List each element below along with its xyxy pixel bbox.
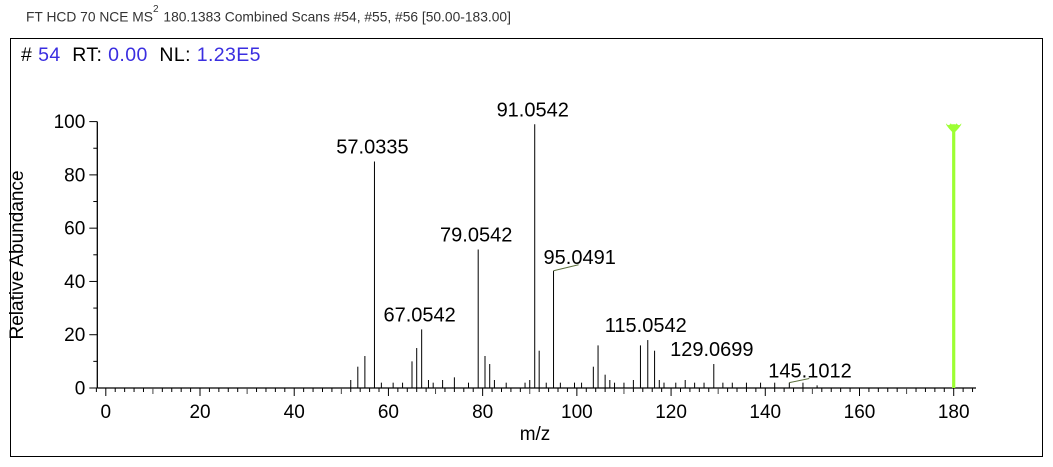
svg-text:40: 40	[284, 402, 305, 423]
svg-text:95.0491: 95.0491	[544, 247, 616, 269]
svg-text:0: 0	[75, 379, 86, 400]
svg-text:79.0542: 79.0542	[440, 224, 512, 246]
svg-text:80: 80	[472, 402, 493, 423]
svg-text:80: 80	[64, 165, 85, 186]
svg-text:57.0335: 57.0335	[336, 137, 408, 159]
svg-text:60: 60	[64, 219, 85, 240]
svg-text:115.0542: 115.0542	[605, 315, 687, 337]
svg-text:m/z: m/z	[520, 424, 551, 445]
svg-text:91.0542: 91.0542	[497, 99, 569, 121]
svg-text:145.1012: 145.1012	[768, 360, 851, 382]
svg-text:60: 60	[378, 402, 399, 423]
svg-text:40: 40	[64, 272, 85, 293]
svg-text:100: 100	[561, 402, 593, 423]
svg-text:20: 20	[189, 402, 210, 423]
svg-text:160: 160	[844, 402, 876, 423]
svg-text:129.0699: 129.0699	[670, 339, 753, 361]
svg-text:0: 0	[101, 402, 112, 423]
svg-text:67.0542: 67.0542	[384, 304, 456, 326]
svg-text:180: 180	[938, 402, 970, 423]
svg-text:120: 120	[655, 402, 687, 423]
svg-text:Relative Abundance: Relative Abundance	[7, 170, 28, 339]
svg-text:140: 140	[749, 402, 781, 423]
svg-text:100: 100	[54, 112, 86, 133]
svg-text:20: 20	[64, 325, 85, 346]
